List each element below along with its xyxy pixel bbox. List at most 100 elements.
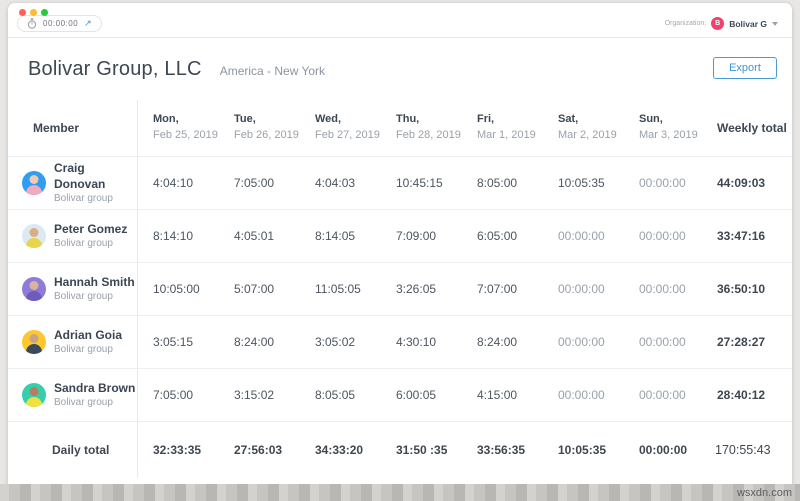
day-date: Mar 2, 2019 xyxy=(558,129,617,141)
time-cell: 33:56:35 xyxy=(477,443,526,457)
table-row[interactable]: Craig Donovan Bolivar group 4:04:10 7:05:… xyxy=(8,157,792,210)
day-column-header: Fri, Mar 1, 2019 xyxy=(462,112,543,144)
time-cell: 10:45:15 xyxy=(396,176,443,190)
table-header-row: Member Mon, Feb 25, 2019 Tue, Feb 26, 20… xyxy=(8,100,792,157)
day-name: Thu, xyxy=(396,113,420,126)
member-cell: Sandra Brown Bolivar group xyxy=(8,369,138,421)
table-row[interactable]: Adrian Goia Bolivar group 3:05:15 8:24:00… xyxy=(8,316,792,369)
day-column-header: Tue, Feb 26, 2019 xyxy=(219,112,300,144)
day-column-header: Sun, Mar 3, 2019 xyxy=(624,112,705,144)
chevron-down-icon xyxy=(772,21,778,26)
time-cell: 3:05:02 xyxy=(315,335,356,349)
expand-arrow-icon[interactable]: ↗ xyxy=(84,18,92,28)
day-date: Feb 25, 2019 xyxy=(153,129,218,141)
time-cell: 6:00:05 xyxy=(396,388,437,402)
watermark: wsxdn.com xyxy=(736,487,792,499)
timer-value: 00:00:00 xyxy=(43,19,79,28)
member-name: Adrian Goia xyxy=(54,327,123,342)
daily-total-label-cell: Daily total xyxy=(8,422,138,478)
time-cell: 00:00:00 xyxy=(558,388,605,402)
time-cell: 00:00:00 xyxy=(639,176,686,190)
time-cell: 4:15:00 xyxy=(477,388,518,402)
member-group: Bolivar group xyxy=(54,238,113,250)
time-cell: 32:33:35 xyxy=(153,443,202,457)
bottom-strip: wsxdn.com xyxy=(0,484,800,501)
day-column-header: Mon, Feb 25, 2019 xyxy=(138,112,219,144)
day-date: Feb 26, 2019 xyxy=(234,129,299,141)
member-cell: Peter Gomez Bolivar group xyxy=(8,210,138,262)
member-group: Bolivar group xyxy=(54,344,113,356)
titlebar: 00:00:00 ↗ Organization: B Bolivar G xyxy=(8,3,792,38)
table-row[interactable]: Peter Gomez Bolivar group 8:14:10 4:05:01… xyxy=(8,210,792,263)
zoom-button[interactable] xyxy=(41,9,48,16)
time-cell: 10:05:00 xyxy=(153,282,200,296)
time-cell: 34:33:20 xyxy=(315,443,364,457)
organization-name: Bolivar G xyxy=(729,18,767,29)
close-button[interactable] xyxy=(19,9,26,16)
time-cell: 7:09:00 xyxy=(396,229,437,243)
weekly-total-value: 36:50:10 xyxy=(717,282,766,296)
time-cell: 5:07:00 xyxy=(234,282,275,296)
organization-avatar: B xyxy=(711,17,725,30)
avatar xyxy=(22,383,46,407)
time-cell: 00:00:00 xyxy=(639,229,686,243)
member-name: Sandra Brown xyxy=(54,380,136,395)
toolbar: 00:00:00 ↗ Organization: B Bolivar G xyxy=(8,3,792,32)
time-cell: 00:00:00 xyxy=(639,388,686,402)
organization-label: Organization: xyxy=(664,20,707,27)
time-cell: 8:05:00 xyxy=(477,176,518,190)
time-cell: 6:05:00 xyxy=(477,229,518,243)
minimize-button[interactable] xyxy=(30,9,37,16)
time-cell: 00:00:00 xyxy=(558,229,605,243)
day-name: Wed, xyxy=(315,113,342,126)
member-cell: Hannah Smith Bolivar group xyxy=(8,263,138,315)
organization-selector[interactable]: Organization: B Bolivar G xyxy=(665,17,778,30)
table-row[interactable]: Sandra Brown Bolivar group 7:05:00 3:15:0… xyxy=(8,369,792,422)
grand-total-value: 170:55:43 xyxy=(715,443,771,457)
time-cell: 31:50 :35 xyxy=(396,443,448,457)
time-cell: 7:07:00 xyxy=(477,282,518,296)
member-cell: Craig Donovan Bolivar group xyxy=(8,157,138,209)
member-group: Bolivar group xyxy=(54,193,113,205)
timezone-label: America - New York xyxy=(219,64,326,78)
member-group: Bolivar group xyxy=(54,397,113,409)
day-name: Fri, xyxy=(477,113,495,126)
day-column-header: Wed, Feb 27, 2019 xyxy=(300,112,381,144)
table-row[interactable]: Hannah Smith Bolivar group 10:05:00 5:07:… xyxy=(8,263,792,316)
day-date: Mar 3, 2019 xyxy=(639,129,698,141)
app-window: 00:00:00 ↗ Organization: B Bolivar G Bol… xyxy=(8,3,792,484)
time-cell: 8:24:00 xyxy=(234,335,275,349)
export-button[interactable]: Export xyxy=(713,57,777,79)
stopwatch-icon xyxy=(27,18,37,29)
member-column-header: Member xyxy=(8,100,138,156)
weekly-total-value: 28:40:12 xyxy=(717,388,766,402)
time-cell: 3:15:02 xyxy=(234,388,275,402)
member-group: Bolivar group xyxy=(54,291,113,303)
time-cell: 4:05:01 xyxy=(234,229,275,243)
time-cell: 00:00:00 xyxy=(558,335,605,349)
traffic-lights xyxy=(19,9,48,16)
time-cell: 10:05:35 xyxy=(558,176,605,190)
timer-widget[interactable]: 00:00:00 ↗ xyxy=(17,15,102,32)
page-header: Bolivar Group, LLC America - New York Ex… xyxy=(8,38,792,100)
time-cell: 4:04:03 xyxy=(315,176,356,190)
avatar xyxy=(22,277,46,301)
time-cell: 8:14:10 xyxy=(153,229,194,243)
member-name: Hannah Smith xyxy=(54,274,135,289)
avatar xyxy=(22,171,46,195)
time-cell: 7:05:00 xyxy=(153,388,194,402)
day-name: Sat, xyxy=(558,113,579,126)
time-cell: 3:26:05 xyxy=(396,282,437,296)
page-title: Bolivar Group, LLC xyxy=(28,58,202,80)
member-cell: Adrian Goia Bolivar group xyxy=(8,316,138,368)
weekly-total-column-header: Weekly total xyxy=(717,121,787,135)
day-date: Feb 28, 2019 xyxy=(396,129,461,141)
time-cell: 8:05:05 xyxy=(315,388,356,402)
weekly-total-value: 33:47:16 xyxy=(717,229,766,243)
time-cell: 00:00:00 xyxy=(639,335,686,349)
day-date: Mar 1, 2019 xyxy=(477,129,536,141)
time-cell: 10:05:35 xyxy=(558,443,607,457)
day-date: Feb 27, 2019 xyxy=(315,129,380,141)
time-cell: 27:56:03 xyxy=(234,443,283,457)
day-column-header: Thu, Feb 28, 2019 xyxy=(381,112,462,144)
